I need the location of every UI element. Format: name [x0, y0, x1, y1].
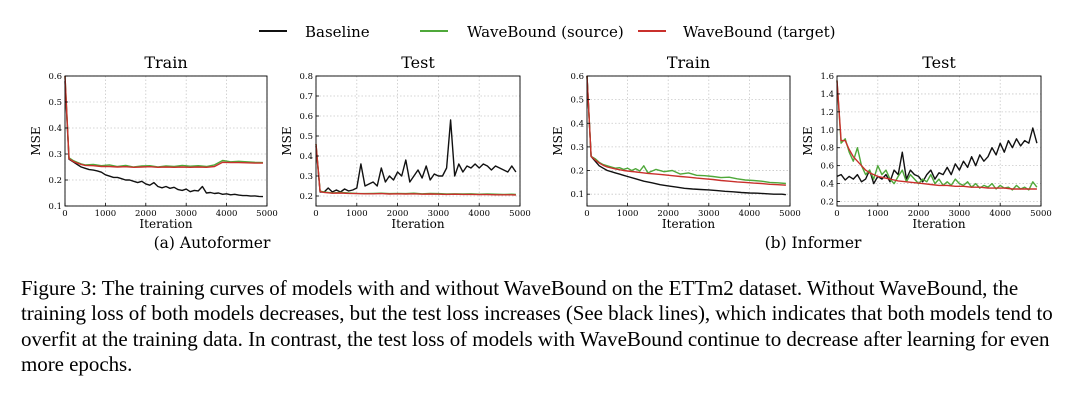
autoformer-test-ytick-label: 0.2	[299, 192, 313, 202]
informer-test-series-baseline	[836, 127, 1038, 185]
informer-train-ytick-label: 0.6	[570, 72, 584, 82]
plot-informer-train: 0.1 0.2 0.3 0.4 0.5 0.6 0 1000 2000 3000 4000 5000 T…	[551, 53, 801, 231]
figure-caption: Figure 3: The training curves of models …	[21, 276, 1053, 377]
informer-train-xtick-label: 2000	[657, 209, 679, 219]
informer-test-ytick-label: 1.6	[820, 72, 834, 82]
informer-train-xtick-label: 5000	[779, 209, 801, 219]
legend-item-baseline: Baseline	[259, 23, 370, 41]
informer-test-xtick-label: 2000	[908, 209, 930, 219]
informer-train-ytick-label: 0.5	[570, 96, 584, 106]
autoformer-test-xtick-label: 4000	[468, 209, 490, 219]
autoformer-train-xtick-label: 4000	[216, 209, 238, 219]
autoformer-test-xtick-label: 1000	[346, 209, 368, 219]
informer-test-series-wavebound-target	[836, 80, 1037, 190]
autoformer-train-series-wavebound-source	[64, 75, 264, 168]
informer-test-xtick-label: 0	[834, 209, 839, 219]
legend: Baseline WaveBound (source) WaveBound (t…	[259, 23, 836, 41]
informer-train-title: Train	[667, 53, 710, 72]
autoformer-test-xtick-label: 5000	[509, 209, 531, 219]
autoformer-train-ytick-label: 0.1	[48, 202, 62, 212]
informer-train-ytick-label: 0.4	[570, 119, 584, 129]
autoformer-test-xtick-label: 2000	[387, 209, 409, 219]
informer-train-xtick-label: 4000	[739, 209, 761, 219]
autoformer-test-series-wavebound-source	[315, 143, 516, 196]
informer-train-series-wavebound-target	[586, 75, 786, 186]
informer-test-xtick-label: 1000	[867, 209, 889, 219]
autoformer-train-axes-frame	[64, 75, 268, 207]
informer-train-ytick-label: 0.3	[570, 143, 584, 153]
autoformer-test-ytick-label: 0.8	[299, 72, 313, 82]
autoformer-train-ytick-label: 0.4	[48, 124, 62, 134]
autoformer-test-axes-frame	[315, 75, 521, 207]
legend-label-wavebound-source: WaveBound (source)	[467, 23, 624, 41]
plot-informer-test: 0.2 0.4 0.6 0.8 1.0 1.2 1.4 1.6 0 1000 2000 3000 400…	[801, 53, 1052, 231]
legend-item-wavebound-target: WaveBound (target)	[638, 23, 836, 41]
autoformer-train-xtick-label: 5000	[256, 209, 278, 219]
autoformer-test-xlabel: Iteration	[391, 217, 444, 231]
autoformer-test-series-baseline	[315, 119, 517, 193]
plot-autoformer-test: 0.2 0.3 0.4 0.5 0.6 0.7 0.8 0 1000 2000 3000 4000 50…	[280, 53, 531, 231]
informer-train-ylabel: MSE	[551, 126, 565, 155]
autoformer-test-ytick-label: 0.4	[299, 152, 313, 162]
informer-train-series-wavebound-source	[586, 75, 786, 185]
autoformer-train-xtick-label: 2000	[135, 209, 157, 219]
autoformer-train-xlabel: Iteration	[139, 217, 192, 231]
informer-train-xtick-label: 0	[584, 209, 589, 219]
autoformer-train-ylabel: MSE	[29, 126, 43, 155]
informer-train-xlabel: Iteration	[662, 217, 715, 231]
autoformer-test-series-wavebound-target	[315, 143, 516, 196]
autoformer-train-series-wavebound-target	[64, 75, 263, 169]
figure-3-chart: Baseline WaveBound (source) WaveBound (t…	[29, 23, 1052, 252]
informer-test-title: Test	[922, 53, 956, 72]
autoformer-train-ytick-label: 0.5	[48, 98, 62, 108]
informer-train-series-baseline	[586, 75, 786, 196]
autoformer-test-ytick-label: 0.7	[299, 92, 313, 102]
plot-autoformer-train: 0.1 0.2 0.3 0.4 0.5 0.6 0 1000 2000 3000 4000 5000 T…	[29, 53, 278, 231]
informer-test-ytick-label: 0.6	[820, 162, 834, 172]
informer-test-xtick-label: 5000	[1030, 209, 1052, 219]
group-label-informer: (b) Informer	[765, 234, 862, 252]
autoformer-test-title: Test	[401, 53, 435, 72]
autoformer-test-xtick-label: 3000	[428, 209, 450, 219]
informer-train-ytick-label: 0.1	[570, 190, 584, 200]
informer-train-xtick-label: 3000	[698, 209, 720, 219]
informer-train-xtick-label: 1000	[617, 209, 639, 219]
autoformer-train-title: Train	[144, 53, 187, 72]
autoformer-test-ylabel: MSE	[280, 126, 294, 155]
informer-test-series-wavebound-source	[836, 80, 1038, 191]
autoformer-test-ytick-label: 0.6	[299, 112, 313, 122]
autoformer-train-xtick-label: 3000	[175, 209, 197, 219]
autoformer-test-ytick-label: 0.3	[299, 172, 313, 182]
informer-train-ytick-label: 0.2	[570, 167, 584, 177]
informer-test-ytick-label: 1.0	[820, 126, 834, 136]
informer-test-xlabel: Iteration	[912, 217, 965, 231]
autoformer-train-xtick-label: 1000	[95, 209, 117, 219]
informer-test-xtick-label: 4000	[989, 209, 1011, 219]
legend-label-baseline: Baseline	[305, 23, 370, 41]
informer-test-ytick-label: 0.4	[820, 180, 834, 190]
informer-test-ytick-label: 0.8	[820, 144, 834, 154]
autoformer-train-ytick-label: 0.6	[48, 72, 62, 82]
group-label-autoformer: (a) Autoformer	[154, 234, 271, 252]
autoformer-test-xtick-label: 0	[313, 209, 318, 219]
autoformer-train-series-baseline	[64, 81, 264, 198]
informer-test-axes-frame	[836, 75, 1042, 207]
informer-test-ylabel: MSE	[801, 126, 815, 155]
informer-test-ytick-label: 1.2	[820, 108, 834, 118]
informer-test-xtick-label: 3000	[949, 209, 971, 219]
autoformer-test-ytick-label: 0.5	[299, 132, 313, 142]
autoformer-train-xtick-label: 0	[62, 209, 67, 219]
legend-item-wavebound-source: WaveBound (source)	[420, 23, 624, 41]
informer-test-ytick-label: 0.2	[820, 198, 834, 208]
informer-test-ytick-label: 1.4	[820, 90, 834, 100]
autoformer-train-ytick-label: 0.3	[48, 150, 62, 160]
autoformer-train-ytick-label: 0.2	[48, 176, 62, 186]
informer-train-axes-frame	[586, 75, 791, 207]
legend-label-wavebound-target: WaveBound (target)	[683, 23, 836, 41]
